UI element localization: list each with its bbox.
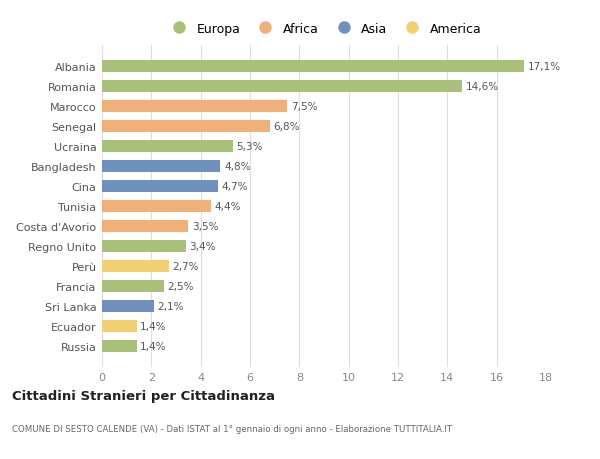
Text: 3,4%: 3,4% [190,241,216,252]
Bar [102,221,188,233]
Text: Cittadini Stranieri per Cittadinanza: Cittadini Stranieri per Cittadinanza [12,389,275,403]
Text: 2,7%: 2,7% [172,262,199,272]
Text: 14,6%: 14,6% [466,82,499,91]
Bar [102,61,524,73]
Bar [102,80,462,93]
Bar [102,341,137,353]
Text: 4,8%: 4,8% [224,162,251,172]
Text: 5,3%: 5,3% [236,141,263,151]
Legend: Europa, Africa, Asia, America: Europa, Africa, Asia, America [164,20,484,38]
Bar [102,280,164,292]
Bar [102,180,218,192]
Text: 7,5%: 7,5% [290,101,317,112]
Text: 17,1%: 17,1% [527,62,560,72]
Text: 3,5%: 3,5% [192,222,218,231]
Bar [102,261,169,273]
Bar [102,201,211,213]
Bar [102,320,137,333]
Text: 2,5%: 2,5% [167,281,194,291]
Text: 4,4%: 4,4% [214,202,241,212]
Text: 4,7%: 4,7% [221,182,248,191]
Bar [102,241,186,252]
Text: 6,8%: 6,8% [274,122,300,132]
Text: 1,4%: 1,4% [140,322,167,331]
Bar [102,301,154,313]
Text: COMUNE DI SESTO CALENDE (VA) - Dati ISTAT al 1° gennaio di ogni anno - Elaborazi: COMUNE DI SESTO CALENDE (VA) - Dati ISTA… [12,425,452,433]
Text: 1,4%: 1,4% [140,341,167,352]
Bar [102,161,220,173]
Bar [102,140,233,152]
Text: 2,1%: 2,1% [157,302,184,312]
Bar [102,121,270,133]
Bar [102,101,287,112]
